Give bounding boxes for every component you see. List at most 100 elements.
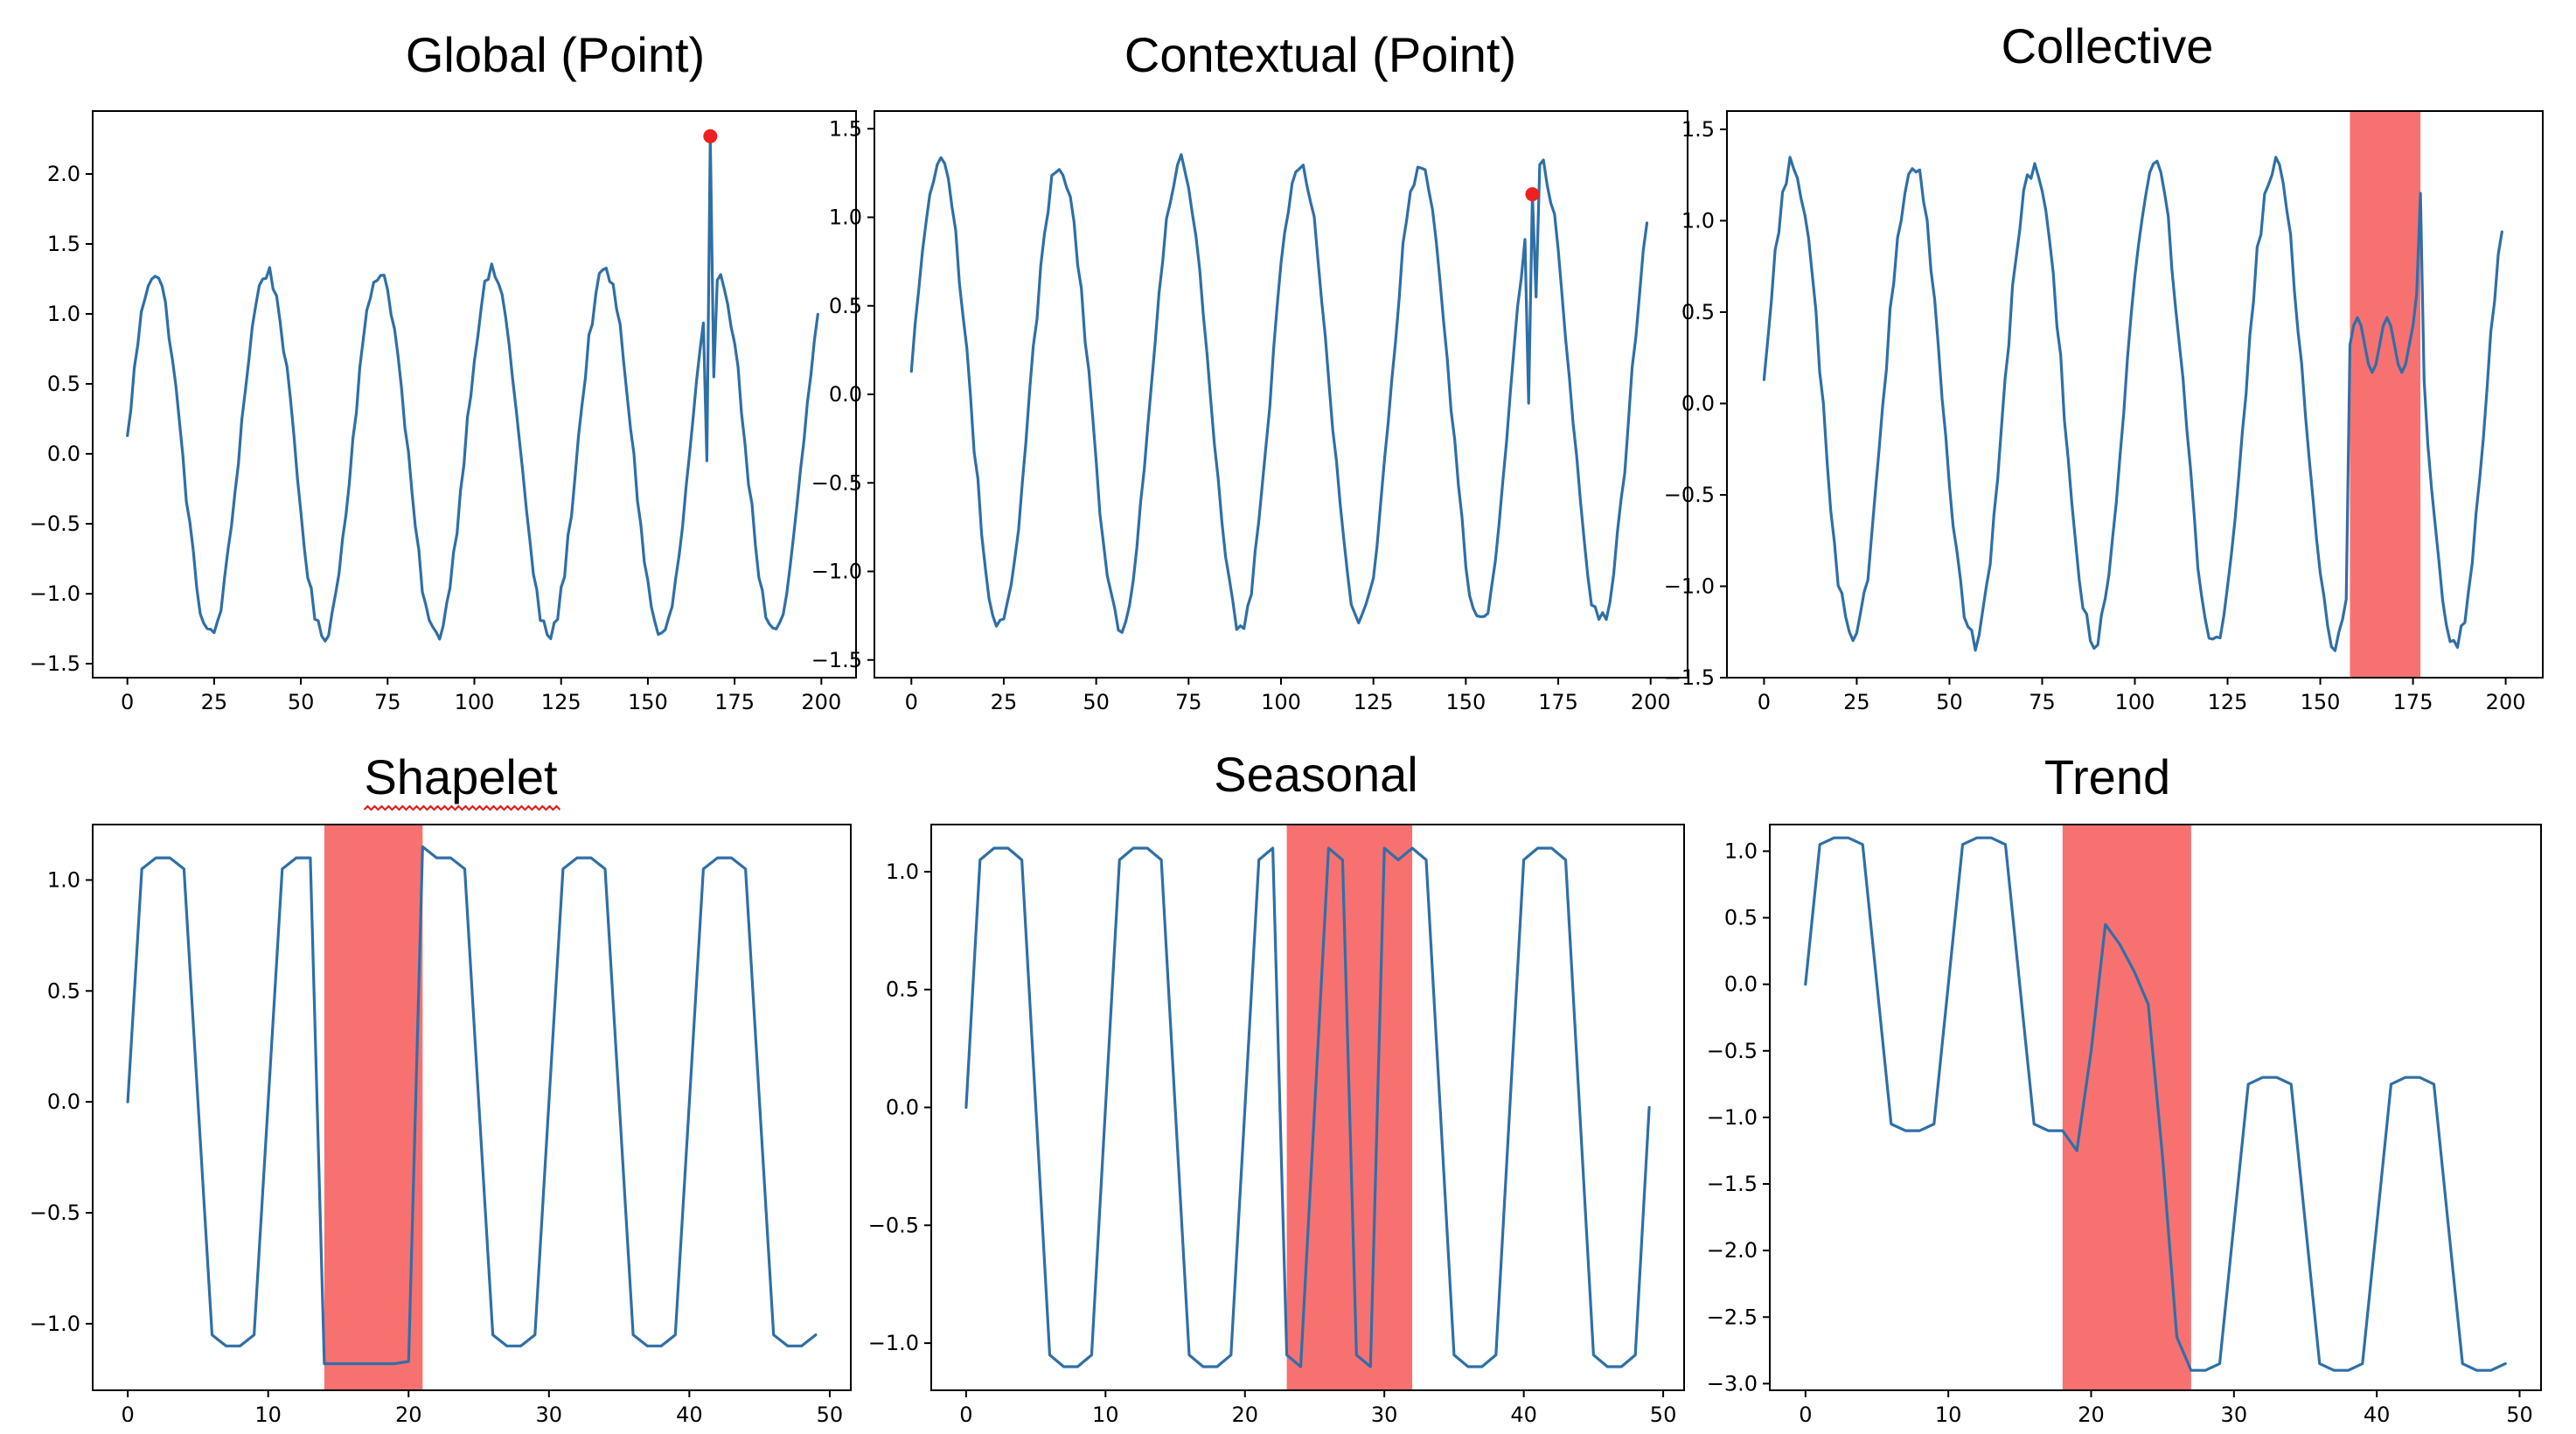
- x-tick-label: 175: [2393, 690, 2433, 714]
- axes-frame: [92, 824, 852, 1391]
- y-tick-label: 0.0: [47, 1089, 80, 1114]
- y-tick-label: 0.0: [886, 1096, 919, 1120]
- x-tick-label: 0: [1799, 1403, 1812, 1427]
- series-line: [1804, 836, 2507, 1372]
- y-tick-label: 1.5: [47, 232, 80, 256]
- x-tick-label: 30: [1371, 1403, 1398, 1427]
- x-tick-label: 20: [395, 1403, 422, 1427]
- x-tick-label: 100: [2115, 690, 2155, 714]
- axes-frame: [874, 110, 1688, 679]
- y-tick-label: 1.0: [47, 867, 80, 892]
- series-line: [964, 846, 1651, 1368]
- x-tick-label: 175: [1538, 690, 1578, 714]
- spellcheck-underline: [363, 804, 561, 811]
- y-tick-label: 0.0: [1724, 972, 1758, 997]
- y-tick-label: 1.0: [829, 205, 862, 230]
- anomaly-region: [324, 825, 423, 1390]
- x-tick-label: 10: [1935, 1403, 1962, 1427]
- y-tick-label: 0.0: [1681, 391, 1715, 415]
- anomaly-point: [703, 129, 718, 143]
- y-tick-label: −1.5: [30, 651, 80, 676]
- axes-frame: [1769, 824, 2542, 1391]
- y-tick-label: −0.5: [30, 1201, 80, 1225]
- y-tick-label: 0.5: [886, 978, 919, 1002]
- anomaly-region: [2350, 111, 2421, 678]
- x-tick-label: 75: [374, 690, 401, 714]
- y-tick-label: 0.5: [47, 372, 80, 396]
- x-tick-label: 0: [1758, 690, 1771, 714]
- panel-global-point: Global (Point) 0 25 50 75 100 125 150 175 200 −1.…: [30, 27, 857, 714]
- y-tick-label: −1.0: [30, 581, 80, 606]
- series-line: [1762, 156, 2503, 652]
- x-tick-label: 100: [455, 690, 495, 714]
- x-tick-label: 0: [121, 1403, 134, 1427]
- panel-title: Collective: [2002, 18, 2214, 73]
- x-tick-label: 100: [1261, 690, 1301, 714]
- panel-title: Global (Point): [406, 27, 705, 82]
- x-tick-label: 150: [628, 690, 668, 714]
- y-tick-label: −3.0: [1707, 1371, 1758, 1396]
- x-tick-label: 50: [1936, 690, 1963, 714]
- x-tick-label: 200: [1631, 690, 1671, 714]
- panel-contextual-point: Contextual (Point) 0 25 50 75 100 125 150 175 20…: [811, 27, 1688, 714]
- y-tick-label: −1.0: [30, 1312, 80, 1336]
- x-tick-label: 150: [2301, 690, 2341, 714]
- x-tick-label: 50: [1650, 1403, 1677, 1427]
- y-tick-label: 0.5: [829, 294, 862, 318]
- y-tick-label: −0.5: [811, 470, 862, 495]
- y-tick-label: −1.0: [811, 560, 862, 584]
- y-tick-label: 2.0: [47, 162, 80, 186]
- x-tick-label: 75: [2029, 690, 2056, 714]
- series-line: [909, 153, 1649, 634]
- x-tick-label: 50: [2506, 1403, 2533, 1427]
- panel-title: Trend: [2044, 749, 2170, 804]
- x-tick-label: 25: [201, 690, 228, 714]
- y-tick-label: 1.5: [829, 116, 862, 141]
- x-tick-label: 150: [1445, 690, 1486, 714]
- x-tick-label: 40: [676, 1403, 703, 1427]
- y-tick-label: −0.5: [30, 512, 80, 536]
- x-tick-label: 50: [817, 1403, 844, 1427]
- y-tick-label: −0.5: [1707, 1039, 1758, 1063]
- x-tick-label: 25: [991, 690, 1018, 714]
- x-tick-label: 40: [2364, 1403, 2391, 1427]
- x-tick-label: 125: [2208, 690, 2248, 714]
- panel-trend: Trend 0 10 20 30 40 50 −3.0 −2.5 −2.0 −1.5 −1.0 −0.…: [1707, 749, 2542, 1427]
- y-tick-label: 0.5: [1681, 300, 1715, 324]
- x-tick-label: 175: [714, 690, 755, 714]
- x-tick-label: 125: [1354, 690, 1394, 714]
- x-tick-label: 50: [288, 690, 315, 714]
- axes-frame: [92, 110, 857, 679]
- panel-seasonal: Seasonal 0 10 20 30 40 50 −1.0 −0.5 0.0 0.5 1.0: [868, 747, 1685, 1427]
- x-tick-label: 75: [1175, 690, 1202, 714]
- y-tick-label: −1.0: [1707, 1105, 1758, 1130]
- y-tick-label: −2.0: [1707, 1238, 1758, 1263]
- y-tick-label: 1.0: [1681, 208, 1715, 233]
- series-line: [126, 845, 818, 1366]
- y-tick-label: −1.5: [811, 648, 862, 672]
- x-tick-label: 0: [959, 1403, 972, 1427]
- y-tick-label: 1.0: [886, 860, 919, 884]
- x-tick-label: 200: [801, 690, 841, 714]
- x-tick-label: 20: [2078, 1403, 2105, 1427]
- x-tick-label: 0: [905, 690, 918, 714]
- y-tick-label: 1.0: [1724, 839, 1758, 863]
- x-tick-label: 40: [1510, 1403, 1537, 1427]
- panel-title: Contextual (Point): [1124, 27, 1516, 82]
- y-tick-label: −0.5: [1664, 483, 1715, 507]
- y-tick-label: 0.5: [1724, 906, 1758, 930]
- panel-shapelet: Shapelet 0 10 20 30 40 50 −1.0 −0.5 0.0 0.5 1.0: [30, 749, 852, 1427]
- y-tick-label: −1.0: [868, 1331, 919, 1355]
- x-tick-label: 30: [536, 1403, 563, 1427]
- x-tick-label: 50: [1083, 690, 1110, 714]
- panel-collective: Collective 0 25 50 75 100 125 150 175 200 −1.5 −1.…: [1664, 18, 2544, 714]
- y-tick-label: 0.5: [47, 978, 80, 1003]
- anomaly-point: [1525, 187, 1540, 202]
- y-tick-label: 1.0: [47, 302, 80, 326]
- y-tick-label: −1.0: [1664, 574, 1715, 598]
- series-line: [126, 135, 819, 643]
- x-tick-label: 10: [1092, 1403, 1119, 1427]
- x-tick-label: 20: [1231, 1403, 1258, 1427]
- x-tick-label: 200: [2486, 690, 2526, 714]
